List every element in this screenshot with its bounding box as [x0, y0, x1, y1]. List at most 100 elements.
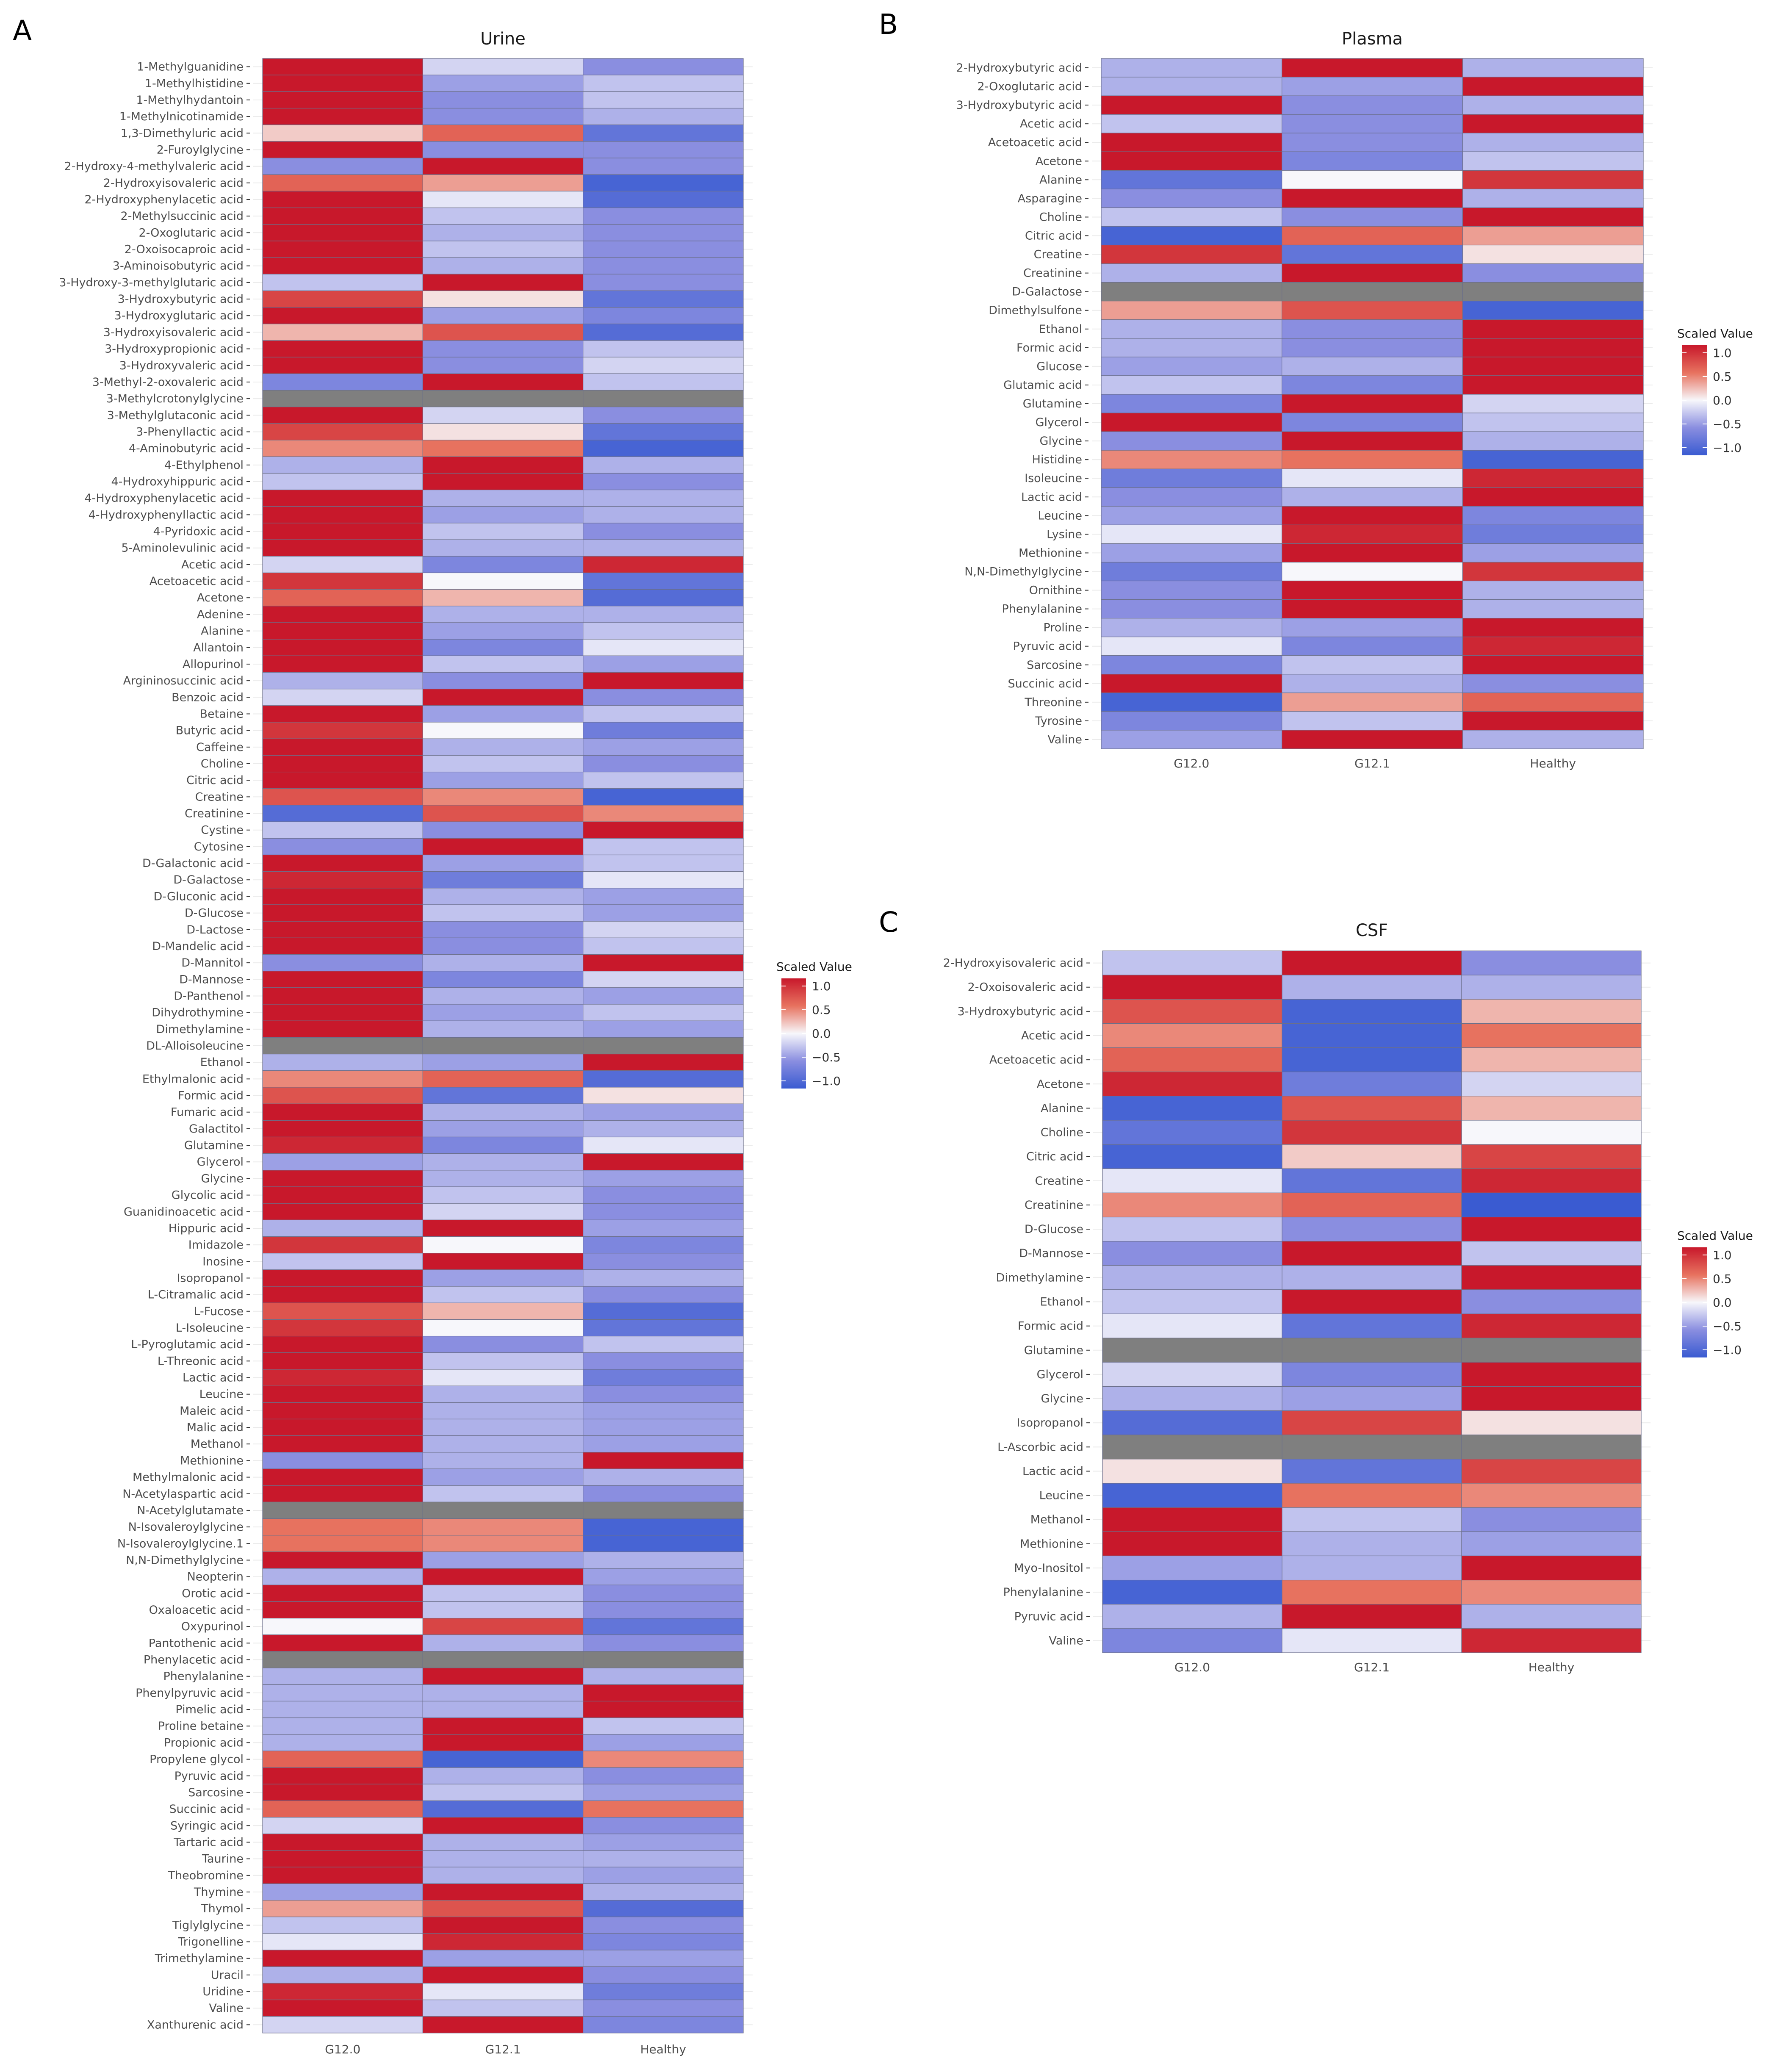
- heatmap-cell: [1101, 301, 1282, 320]
- heatmap-cell: [262, 141, 423, 158]
- legend-tick-label: 1.0: [1713, 346, 1732, 360]
- row-label: Glucose: [1036, 360, 1082, 373]
- heatmap-cell: [583, 1236, 744, 1254]
- heatmap-cell: [1461, 1023, 1642, 1048]
- heatmap-cell: [1461, 1313, 1642, 1338]
- heatmap-cell: [1101, 282, 1282, 302]
- row-label: Dimethylamine: [156, 1023, 244, 1036]
- heatmap-cell: [262, 108, 423, 125]
- heatmap-cell: [1462, 431, 1644, 451]
- row-label: Methionine: [1020, 1537, 1083, 1551]
- heatmap-cell: [422, 871, 584, 889]
- row-label: D-Glucose: [1025, 1223, 1083, 1236]
- row-label: Oxaloacetic acid: [149, 1604, 244, 1617]
- row-label: D-Mandelic acid: [152, 940, 244, 953]
- heatmap-cell: [1462, 562, 1644, 582]
- heatmap-cell: [583, 1551, 744, 1569]
- heatmap-cell: [1462, 543, 1644, 563]
- row-label: Glutamic acid: [1003, 379, 1082, 392]
- heatmap-cell: [583, 639, 744, 656]
- heatmap-cell: [1462, 599, 1644, 619]
- heatmap-cell: [262, 191, 423, 208]
- row-label: Glycine: [201, 1172, 244, 1185]
- heatmap-cell: [262, 1485, 423, 1502]
- legend-tick-label: −0.5: [1713, 1319, 1742, 1333]
- row-label: 3-Hydroxyglutaric acid: [114, 309, 244, 322]
- row-label: 1,3-Dimethyluric acid: [121, 127, 244, 140]
- heatmap-cell: [262, 506, 423, 524]
- heatmap-cell: [1462, 244, 1644, 264]
- heatmap-cell: [422, 738, 584, 756]
- heatmap-cell: [262, 937, 423, 955]
- row-label: Lactic acid: [1021, 490, 1082, 504]
- heatmap-cell: [1282, 319, 1463, 339]
- heatmap-panel-c: C CSF 2-Hydroxyisovaleric acid 2-Oxoisovale…: [879, 906, 1753, 1674]
- heatmap-cell: [262, 1717, 423, 1735]
- heatmap-cell: [583, 1535, 744, 1552]
- row-label: Guanidinoacetic acid: [124, 1205, 244, 1219]
- heatmap-cell: [422, 1103, 584, 1121]
- heatmap-cell: [262, 572, 423, 590]
- panel-letter: A: [13, 14, 32, 47]
- heatmap-cell: [1282, 730, 1463, 749]
- heatmap-cell: [262, 1302, 423, 1320]
- heatmap-cell: [1282, 975, 1462, 1000]
- heatmap-cell: [262, 1186, 423, 1204]
- heatmap-cell: [1282, 562, 1463, 582]
- heatmap-cell: [422, 1701, 584, 1718]
- heatmap-cell: [1282, 375, 1463, 395]
- heatmap-cell: [583, 1369, 744, 1386]
- row-label: Glycerol: [1037, 1368, 1083, 1381]
- heatmap-cell: [422, 1087, 584, 1104]
- heatmap-cell: [1282, 1168, 1462, 1193]
- row-label: Acetic acid: [1020, 117, 1082, 130]
- heatmap-cell: [262, 58, 423, 75]
- heatmap-cell: [1282, 301, 1463, 320]
- heatmap-cell: [583, 1983, 744, 2000]
- heatmap-cell: [583, 1518, 744, 1536]
- heatmap-cell: [422, 2000, 584, 2017]
- heatmap-cell: [1462, 637, 1644, 656]
- heatmap-cell: [262, 1203, 423, 1220]
- heatmap-cell: [1282, 580, 1463, 600]
- heatmap-cell: [1102, 1531, 1282, 1557]
- color-legend: Scaled Value 1.0 0.5 0.0 −0.5 −1.0: [776, 960, 852, 1089]
- row-label: Ethylmalonic acid: [142, 1072, 244, 1086]
- heatmap-cell: [422, 1651, 584, 1668]
- row-label: Cystine: [201, 824, 244, 837]
- heatmap-cell: [583, 1668, 744, 1685]
- heatmap-cell: [583, 1269, 744, 1287]
- heatmap-cell: [262, 1917, 423, 1934]
- legend-tick-label: 1.0: [1713, 1248, 1732, 1262]
- row-label: Thymine: [194, 1886, 244, 1899]
- heatmap-cell: [1282, 413, 1463, 432]
- heatmap-cell: [422, 1900, 584, 1917]
- heatmap-cell: [1461, 999, 1642, 1024]
- heatmap-cell: [422, 1385, 584, 1403]
- heatmap-cell: [422, 672, 584, 690]
- heatmap-cell: [1282, 1628, 1462, 1653]
- legend-tick-label: 0.0: [812, 1027, 831, 1041]
- row-label: Benzoic acid: [172, 691, 244, 704]
- heatmap-cell: [1282, 58, 1463, 78]
- heatmap-cell: [583, 1352, 744, 1370]
- heatmap-cell: [422, 1933, 584, 1950]
- heatmap-cell: [422, 1618, 584, 1635]
- heatmap-cell: [1282, 1313, 1462, 1338]
- heatmap-cell: [262, 1966, 423, 1984]
- heatmap-cell: [1461, 1241, 1642, 1266]
- heatmap-cell: [422, 1203, 584, 1220]
- heatmap-cell: [583, 1219, 744, 1237]
- heatmap-cell: [422, 1817, 584, 1834]
- legend-tick-label: −0.5: [1713, 417, 1742, 431]
- row-label: 3-Methyl-2-oxovaleric acid: [92, 376, 244, 389]
- heatmap-cell: [422, 324, 584, 341]
- row-label: Caffeine: [196, 741, 244, 754]
- row-label: Acetone: [1036, 155, 1082, 168]
- heatmap-cell: [422, 639, 584, 656]
- heatmap-cell: [1282, 1241, 1462, 1266]
- row-label: Myo-Inositol: [1014, 1562, 1083, 1575]
- heatmap-cell: [1462, 77, 1644, 96]
- heatmap-cell: [1101, 618, 1282, 637]
- row-label: Adenine: [197, 608, 244, 621]
